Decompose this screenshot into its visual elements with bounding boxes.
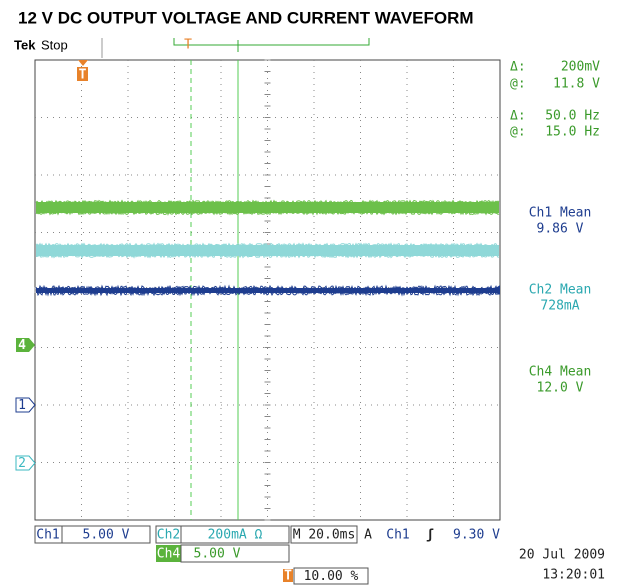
status: Stop: [41, 37, 68, 52]
trigger-pos-icon-label: T: [284, 569, 292, 584]
ch4-scale: 5.00 V: [194, 547, 241, 562]
trigger-mode: A: [364, 528, 372, 543]
trace-band: [36, 245, 499, 256]
measurement-label: Ch2 Mean: [529, 283, 592, 298]
trace: [36, 253, 500, 259]
trigger-slope: ʃ: [426, 528, 434, 543]
ch4-marker-label: 4: [18, 338, 26, 353]
cursor-symbol: @:: [510, 77, 526, 92]
measurement-label: Ch4 Mean: [529, 365, 592, 380]
timebase-box: [290, 525, 358, 544]
ch2-scale: 200mA Ω: [208, 528, 263, 543]
cursor-symbol: @:: [510, 125, 526, 140]
trigger-icon: [77, 67, 88, 81]
trace-band: [36, 202, 499, 213]
ch2-scale-box: [180, 525, 290, 544]
record-trigger-marker: T: [184, 38, 192, 53]
cursor-value: 50.0 Hz: [545, 109, 600, 124]
cursor-value: 11.8 V: [553, 77, 600, 92]
trigger-arrow: [78, 60, 88, 66]
ch1-name: Ch1: [36, 528, 59, 543]
ch4-marker: [16, 338, 35, 352]
trace: [35, 242, 500, 248]
cursor-symbol: Δ:: [510, 109, 526, 124]
title: 12 V DC OUTPUT VOLTAGE AND CURRENT WAVEF…: [18, 8, 474, 27]
date: 20 Jul 2009: [519, 548, 605, 563]
trigger-pos-icon: [283, 569, 293, 582]
ch1-level-marker: [493, 285, 500, 295]
ch2-marker: [15, 455, 36, 471]
trace: [35, 289, 500, 297]
measurement-value: 728mA: [540, 299, 579, 314]
ch4-name: Ch4: [157, 547, 181, 562]
trigger-position: 10.00 %: [304, 569, 359, 584]
brand: Tek: [14, 37, 36, 52]
trigger-icon-label: T: [79, 68, 87, 83]
cursor-value: 15.0 Hz: [545, 125, 600, 140]
trigger-pos-box: [293, 567, 369, 585]
ch1-scale: 5.00 V: [83, 528, 130, 543]
trace: [35, 209, 500, 216]
cursor-value: 200mV: [561, 60, 600, 75]
ch4-scale-box: [180, 544, 290, 563]
trigger-level: 9.30 V: [453, 528, 500, 543]
trace: [35, 284, 500, 292]
time: 13:20:01: [542, 568, 605, 583]
record-bar: [173, 38, 370, 52]
measurement-label: Ch1 Mean: [529, 206, 592, 221]
ch1-scale-box: [61, 525, 151, 544]
measurement-value: 12.0 V: [537, 381, 584, 396]
trigger-source: Ch1: [386, 528, 409, 543]
timebase: M 20.0ms: [293, 528, 356, 543]
ch4-name-box: [156, 545, 181, 562]
ch1-marker-label: 1: [18, 398, 26, 413]
trace: [35, 199, 500, 205]
trace-band: [36, 288, 499, 293]
ch1-marker: [15, 397, 36, 413]
measurement-value: 9.86 V: [537, 222, 584, 237]
cursor-symbol: Δ:: [510, 60, 526, 75]
waveforms: [35, 199, 500, 297]
ch2-name: Ch2: [157, 528, 180, 543]
ch2-marker-label: 2: [18, 456, 26, 471]
